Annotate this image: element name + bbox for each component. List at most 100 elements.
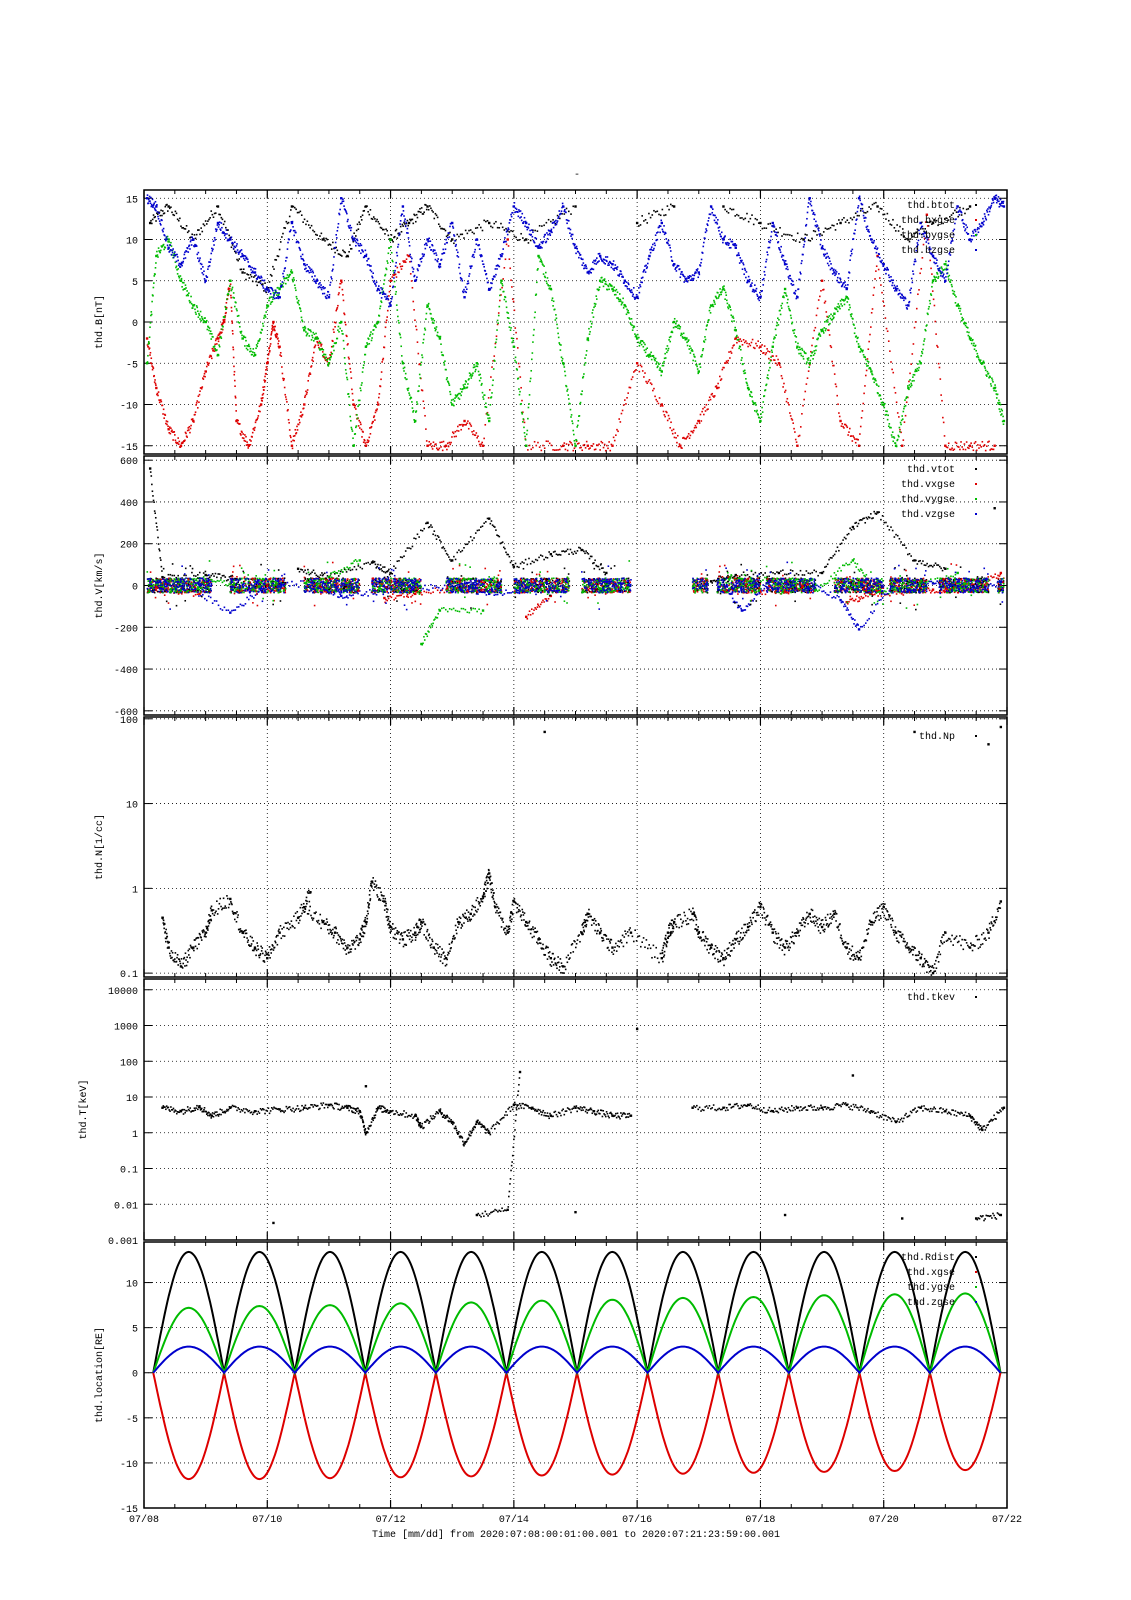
data-point-thd-bygse [309,329,312,331]
data-point-thd-bxgse [456,429,458,432]
data-point-thd-bygse [943,268,946,271]
data-point-thd-bxgse [787,402,789,404]
data-point-thd-bzgse [534,237,536,239]
data-point-thd-bxgse [811,344,813,347]
data-point-thd-bzgse [525,226,528,229]
data-point-thd-btot [639,224,642,226]
data-point-thd-bxgse [223,321,226,323]
data-point-thd-bygse [909,385,912,388]
data-point-thd-bxgse [868,340,870,343]
data-point-thd-bygse [890,426,892,429]
data-point-thd-bzgse [568,227,571,230]
data-point-thd-bygse [894,442,897,444]
data-point-thd-bxgse [283,378,285,380]
data-point-thd-bxgse [282,379,285,382]
data-point-thd-bygse [680,334,682,337]
data-point-thd-bygse [995,393,998,395]
data-point-thd-btot [305,223,307,226]
data-point-thd-btot [520,232,522,235]
data-point-thd-bygse [867,364,869,367]
data-point-thd-bygse [393,280,396,283]
data-point-thd-vtot [187,577,189,580]
data-point-thd-btot [171,211,173,214]
data-point-thd-bygse [318,342,320,344]
data-point-thd-bzgse [149,200,151,202]
data-point-thd-btot [445,235,448,238]
data-point-thd-bxgse [478,443,481,446]
data-point-thd-bzgse [172,248,174,250]
data-point-thd-bygse [520,402,522,405]
data-point-thd-bzgse [722,238,725,241]
data-point-thd-bzgse [437,265,440,268]
data-point-thd-bxgse [650,383,653,386]
data-point-thd-btot [927,225,930,227]
data-point-thd-bxgse [692,429,695,432]
data-point-thd-bzgse [902,295,905,298]
data-point-thd-bygse [531,352,534,354]
data-point-thd-bygse [793,329,796,331]
data-point-thd-bygse [210,338,213,340]
data-point-thd-bzgse [566,222,568,225]
data-point-thd-bxgse [161,404,164,407]
data-point-thd-bzgse [672,265,675,267]
data-point-thd-bygse [412,411,414,413]
data-point-thd-bzgse [854,229,856,231]
data-point-thd-bxgse [306,389,309,391]
data-point-thd-bygse [219,336,222,338]
data-point-thd-bxgse [490,376,492,378]
data-point-thd-bzgse [707,220,710,222]
data-point-thd-bygse [473,366,476,368]
data-point-thd-bxgse [267,352,270,355]
data-point-thd-bygse [539,260,541,263]
data-point-thd-bzgse [446,236,449,239]
data-point-thd-bzgse [196,257,199,259]
data-point-thd-bxgse [363,439,366,442]
data-point-thd-bxgse [411,286,414,289]
data-point-thd-bxgse [363,438,366,441]
data-point-thd-bxgse [832,364,834,367]
data-point-thd-bygse [515,361,517,364]
data-point-thd-btot [205,223,208,225]
data-point-thd-bygse [414,419,417,423]
data-point-thd-bygse [740,359,743,361]
data-point-thd-bxgse [593,448,596,451]
data-point-thd-bygse [432,322,435,324]
data-point-thd-bzgse [573,243,575,245]
data-point-thd-bygse [539,258,542,261]
data-point-thd-bzgse [743,273,745,276]
data-point-thd-bygse [879,394,882,397]
data-point-thd-bzgse [918,232,921,235]
data-point-thd-bygse [918,360,921,362]
data-point-thd-bzgse [582,262,585,264]
data-point-thd-bzgse [209,261,211,263]
data-point-thd-btot [272,265,274,268]
data-point-thd-bygse [880,398,882,400]
data-point-thd-bygse [418,373,421,376]
data-point-thd-bxgse [438,447,441,450]
data-point-thd-btot [900,234,903,236]
data-point-thd-bygse [744,372,747,374]
data-point-thd-bygse [373,325,376,327]
data-point-thd-bxgse [223,319,226,321]
data-point-thd-bzgse [653,247,655,250]
data-point-thd-bygse [632,326,635,329]
data-point-thd-bxgse [311,356,314,359]
data-point-thd-bxgse [550,444,553,447]
data-point-thd-bygse [619,298,622,301]
data-point-thd-bygse [810,354,813,357]
data-point-thd-bygse [694,360,697,362]
data-point-thd-bxgse [920,267,923,270]
data-point-thd-bxgse [405,258,408,260]
data-point-thd-bxgse [422,400,425,403]
data-point-thd-bygse [908,384,911,386]
data-point-thd-bzgse [320,288,323,291]
data-point-thd-bzgse [618,275,621,277]
data-point-thd-bygse [213,345,216,347]
data-point-thd-bxgse [184,431,187,434]
data-point-thd-bzgse [598,260,600,262]
data-point-thd-btot [313,230,316,233]
data-point-thd-bygse [839,307,841,310]
data-point-thd-bygse [635,336,638,338]
data-point-thd-bzgse [714,221,717,224]
data-point-thd-bygse [910,384,913,387]
